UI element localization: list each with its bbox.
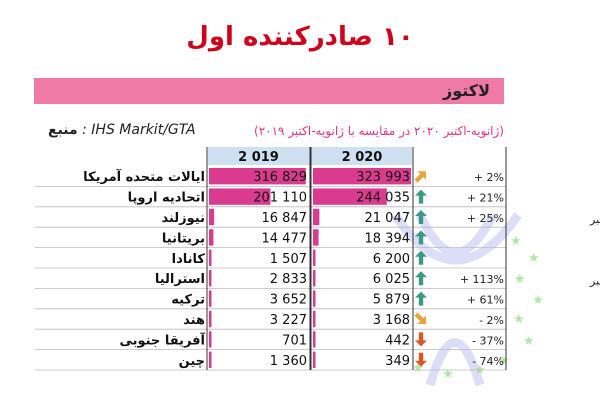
period-note: (ژانویه-اکتبر ۲۰۲۰ در مقایسه با ژانویه-ا…: [254, 124, 504, 138]
trend-arrow-3: [415, 230, 427, 245]
watermark-star-7: ★: [474, 363, 486, 378]
change-0: + 2%: [474, 171, 504, 184]
bar-2019-9: [209, 351, 212, 368]
category-label-7: هند: [183, 313, 205, 328]
bar-2019-2: [209, 208, 215, 226]
bar-2019-3: [209, 229, 214, 246]
product-banner: لاکتوز: [34, 78, 504, 104]
bar-2019-6: [209, 290, 212, 307]
watermark-star-2: ★: [514, 272, 526, 287]
side-note-0: تا انتهای سپتامبر: [589, 213, 600, 226]
value-2020-4: 6 200: [373, 252, 410, 267]
change-9: - 74%: [472, 355, 504, 368]
watermark-star-5: ★: [523, 334, 535, 349]
bar-2020-5: [313, 270, 316, 287]
value-2019-1: 201 110: [253, 191, 307, 206]
value-2020-5: 6 025: [373, 272, 410, 287]
change-6: + 61%: [467, 294, 504, 307]
watermark-logo: [391, 212, 522, 387]
trend-arrow-0: [414, 171, 426, 183]
value-2019-0: 316 829: [253, 170, 307, 185]
value-2020-9: 349: [385, 354, 410, 369]
category-label-3: بریتانیا: [162, 231, 205, 246]
watermark-star-6: ★: [498, 354, 510, 369]
category-label-9: چین: [179, 354, 205, 369]
bar-2020-4: [313, 249, 316, 266]
change-5: + 113%: [460, 273, 504, 286]
trend-arrow-1: [415, 189, 427, 204]
watermark-star-3: ★: [532, 293, 544, 308]
bar-2019-4: [209, 249, 212, 266]
value-2019-8: 701: [282, 333, 307, 348]
side-note-1: تا انتهای سپتامبر: [589, 274, 600, 287]
source-label: منبع: [48, 122, 78, 138]
category-label-6: ترکیه: [171, 293, 205, 308]
bar-2020-0: [313, 168, 411, 185]
bar-2019-8: [209, 331, 212, 348]
change-2: + 25%: [467, 212, 504, 225]
category-label-4: کانادا: [172, 252, 206, 267]
source-org: : IHS Markit/GTA: [82, 122, 196, 138]
trend-arrow-7: [414, 312, 426, 324]
change-7: - 2%: [479, 314, 504, 327]
value-2020-7: 3 168: [373, 313, 410, 328]
trend-arrow-9: [415, 352, 427, 367]
value-2019-9: 1 360: [270, 354, 307, 369]
watermark-star-8: ★: [442, 367, 454, 382]
value-2020-3: 18 394: [365, 231, 411, 246]
category-label-5: استرالیا: [155, 272, 205, 287]
value-2020-6: 5 879: [373, 293, 410, 308]
bar-2019-1: [209, 188, 271, 205]
bar-2020-9: [313, 351, 316, 368]
category-label-1: اتحادیه اروپا: [128, 191, 205, 206]
watermark-star-4: ★: [513, 312, 525, 327]
trend-arrow-4: [415, 250, 427, 265]
trend-arrow-6: [415, 291, 427, 306]
category-label-2: نیوزلند: [161, 211, 205, 226]
value-2019-3: 14 477: [262, 231, 308, 246]
watermark-star-1: ★: [528, 251, 540, 266]
trend-arrow-2: [415, 210, 427, 224]
value-2019-5: 2 833: [270, 272, 307, 287]
value-2020-1: 244 035: [356, 191, 410, 206]
banner-label: لاکتوز: [443, 81, 490, 100]
value-2019-7: 3 227: [270, 313, 307, 328]
category-label-0: ایالات متحده آمریکا: [83, 168, 205, 185]
watermark-star-0: ★: [510, 234, 522, 249]
bar-2020-3: [313, 229, 319, 246]
value-2019-4: 1 507: [270, 252, 307, 267]
trend-arrow-8: [415, 332, 427, 347]
page-title: ۱۰ صادرکننده اول: [186, 22, 414, 52]
change-8: - 37%: [472, 334, 504, 347]
bar-2020-8: [313, 331, 316, 348]
bar-2019-0: [209, 168, 306, 185]
bar-2020-6: [313, 290, 316, 307]
bar-2020-1: [313, 188, 387, 205]
bar-2020-7: [313, 310, 316, 328]
bar-2020-2: [313, 208, 320, 226]
value-2020-2: 21 047: [365, 211, 411, 226]
bar-2019-5: [209, 270, 212, 287]
value-2019-6: 3 652: [270, 293, 307, 308]
bar-2019-7: [209, 310, 212, 328]
watermark-star-9: ★: [412, 361, 424, 376]
header-2020: 2 020: [342, 150, 383, 165]
category-label-8: آفریقا جنوبی: [119, 331, 205, 348]
change-1: + 21%: [467, 192, 504, 205]
value-2019-2: 16 847: [262, 211, 308, 226]
value-2020-0: 323 993: [356, 170, 410, 185]
source-line: منبع : IHS Markit/GTA: [40, 122, 196, 138]
trend-arrow-5: [415, 271, 427, 286]
value-2020-8: 442: [385, 333, 410, 348]
header-2019: 2 019: [238, 150, 279, 165]
